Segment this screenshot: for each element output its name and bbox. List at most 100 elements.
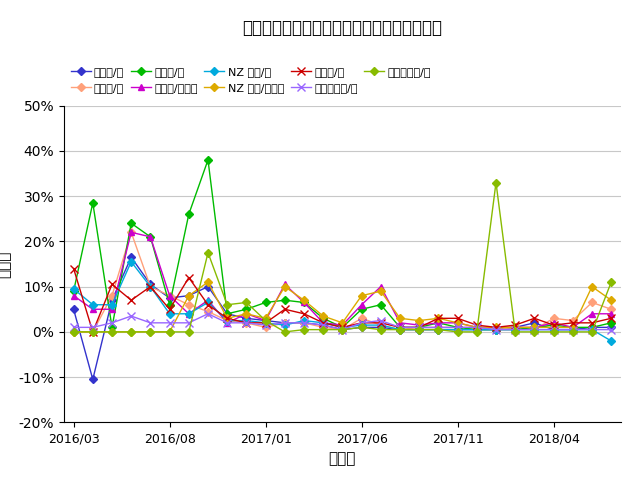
NZ ドル/円 <box>108 302 116 308</box>
NZ ドル/米ドル <box>89 329 97 335</box>
豪ドル/円 <box>339 324 346 330</box>
NZ ドル/円 <box>550 327 557 333</box>
米ドル/円 <box>473 327 481 333</box>
トルコリラ/円 <box>185 320 193 326</box>
豪ドル/円 <box>435 320 442 326</box>
NZ ドル/円 <box>319 320 327 326</box>
米ドル/円 <box>223 311 231 317</box>
加ドル/円 <box>415 324 423 330</box>
Line: NZ ドル/円: NZ ドル/円 <box>71 259 614 344</box>
NZ ドル/円 <box>147 284 154 289</box>
南アランド/円 <box>147 329 154 335</box>
ユーロ/円 <box>550 315 557 321</box>
ユーロ/円 <box>569 318 577 324</box>
米ドル/円 <box>185 293 193 299</box>
豪ドル/円 <box>89 200 97 206</box>
加ドル/円 <box>377 320 385 326</box>
トルコリラ/円 <box>396 324 404 330</box>
トルコリラ/円 <box>204 311 212 317</box>
NZ ドル/米ドル <box>358 293 365 299</box>
NZ ドル/円 <box>166 311 173 317</box>
豪ドル/円 <box>262 300 269 305</box>
豪ドル/円 <box>511 327 519 333</box>
トルコリラ/円 <box>127 313 135 319</box>
Line: 加ドル/円: 加ドル/円 <box>69 264 616 336</box>
ユーロ/円 <box>319 324 327 330</box>
南アランド/円 <box>588 329 596 335</box>
豪ドル/米ドル <box>531 324 538 330</box>
ユーロ/円 <box>588 300 596 305</box>
トルコリラ/円 <box>147 320 154 326</box>
南アランド/円 <box>108 329 116 335</box>
豪ドル/円 <box>147 234 154 240</box>
加ドル/円 <box>204 302 212 308</box>
加ドル/円 <box>243 320 250 326</box>
NZ ドル/米ドル <box>300 297 308 303</box>
トルコリラ/円 <box>454 324 461 330</box>
NZ ドル/円 <box>531 327 538 333</box>
トルコリラ/円 <box>89 324 97 330</box>
南アランド/円 <box>300 327 308 333</box>
南アランド/円 <box>607 279 615 285</box>
ユーロ/円 <box>396 327 404 333</box>
トルコリラ/円 <box>531 327 538 333</box>
NZ ドル/米ドル <box>262 315 269 321</box>
豪ドル/米ドル <box>89 306 97 312</box>
ユーロ/円 <box>185 302 193 308</box>
豪ドル/米ドル <box>185 311 193 317</box>
豪ドル/円 <box>473 327 481 333</box>
NZ ドル/円 <box>492 327 500 333</box>
米ドル/円 <box>588 324 596 330</box>
ユーロ/円 <box>243 320 250 326</box>
豪ドル/米ドル <box>358 302 365 308</box>
加ドル/円 <box>492 324 500 330</box>
NZ ドル/円 <box>454 327 461 333</box>
加ドル/円 <box>569 320 577 326</box>
豪ドル/円 <box>569 324 577 330</box>
NZ ドル/米ドル <box>550 324 557 330</box>
豪ドル/円 <box>108 324 116 330</box>
NZ ドル/円 <box>185 311 193 317</box>
豪ドル/米ドル <box>223 320 231 326</box>
ユーロ/円 <box>492 327 500 333</box>
トルコリラ/円 <box>281 320 289 326</box>
NZ ドル/米ドル <box>281 284 289 289</box>
豪ドル/米ドル <box>339 322 346 328</box>
加ドル/円 <box>147 284 154 289</box>
米ドル/円 <box>319 322 327 328</box>
トルコリラ/円 <box>223 320 231 326</box>
Line: 豪ドル/円: 豪ドル/円 <box>71 157 614 333</box>
NZ ドル/円 <box>511 327 519 333</box>
豪ドル/円 <box>492 327 500 333</box>
NZ ドル/円 <box>339 324 346 330</box>
加ドル/円 <box>262 320 269 326</box>
NZ ドル/円 <box>89 302 97 308</box>
Title: 【トラリピ】通貨ごとの毎月の利益率の推移: 【トラリピ】通貨ごとの毎月の利益率の推移 <box>243 19 442 37</box>
豪ドル/米ドル <box>454 320 461 326</box>
NZ ドル/円 <box>70 286 77 292</box>
NZ ドル/米ドル <box>435 315 442 321</box>
加ドル/円 <box>435 315 442 321</box>
豪ドル/円 <box>377 302 385 308</box>
豪ドル/円 <box>243 306 250 312</box>
豪ドル/円 <box>319 315 327 321</box>
加ドル/円 <box>223 315 231 321</box>
NZ ドル/円 <box>588 327 596 333</box>
加ドル/円 <box>70 265 77 271</box>
米ドル/円 <box>108 297 116 303</box>
NZ ドル/米ドル <box>108 329 116 335</box>
ユーロ/円 <box>435 324 442 330</box>
豪ドル/米ドル <box>108 306 116 312</box>
米ドル/円 <box>281 320 289 326</box>
米ドル/円 <box>569 327 577 333</box>
加ドル/円 <box>531 315 538 321</box>
Line: ユーロ/円: ユーロ/円 <box>71 229 614 335</box>
豪ドル/米ドル <box>492 324 500 330</box>
NZ ドル/円 <box>396 327 404 333</box>
豪ドル/米ドル <box>511 324 519 330</box>
南アランド/円 <box>550 329 557 335</box>
豪ドル/米ドル <box>70 293 77 299</box>
NZ ドル/米ドル <box>607 297 615 303</box>
豪ドル/円 <box>204 157 212 163</box>
Line: 豪ドル/米ドル: 豪ドル/米ドル <box>70 229 614 331</box>
